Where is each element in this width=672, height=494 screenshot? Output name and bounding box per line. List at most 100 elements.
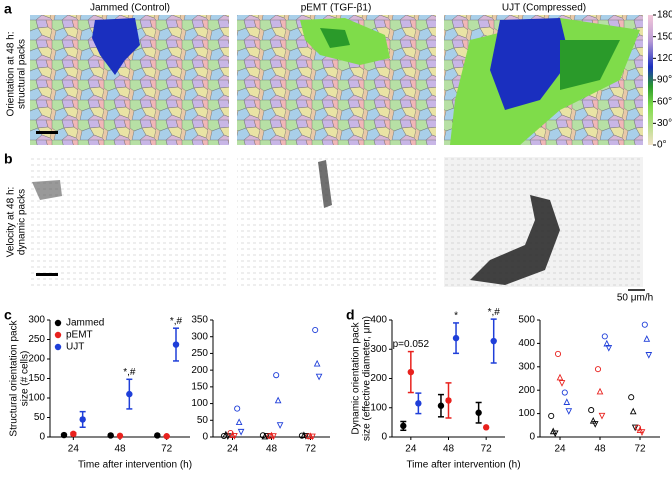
- point: [475, 409, 482, 416]
- point: [631, 424, 639, 432]
- y-tick-label: 300: [191, 331, 208, 342]
- colorbar-tick-label: 90°: [657, 75, 672, 86]
- x-tick-label: 48: [443, 444, 455, 455]
- legend-label: Jammed: [66, 318, 104, 329]
- point: [268, 431, 275, 439]
- colorbar-tick-label: 0°: [657, 140, 667, 151]
- panel-letter: c: [4, 307, 12, 323]
- x-tick-label: 72: [161, 444, 173, 455]
- point: [548, 412, 555, 419]
- image: [237, 15, 436, 145]
- point: [490, 337, 497, 345]
- point: [229, 431, 236, 439]
- panel-letter: a: [4, 1, 12, 17]
- point: [628, 394, 635, 401]
- y-tick-label: 400: [518, 338, 535, 349]
- image: [30, 157, 229, 287]
- point: [558, 380, 566, 387]
- x-tick-label: 48: [114, 444, 126, 455]
- point: [400, 422, 407, 430]
- point: [591, 421, 599, 428]
- point: [70, 430, 77, 438]
- annotation: *,#: [170, 316, 183, 327]
- point: [273, 372, 280, 379]
- x-axis-label: Time after intervention (h): [406, 460, 520, 471]
- y-axis-label: Structural orientation pack: [9, 319, 20, 436]
- legend-marker: [54, 319, 62, 327]
- y-tick-label: 200: [191, 365, 208, 376]
- point: [645, 352, 653, 359]
- point: [237, 428, 245, 436]
- point: [563, 398, 571, 405]
- image-title: pEMT (TGF-β1): [301, 3, 372, 14]
- colorbar: [648, 15, 653, 145]
- scale-label: 50 μm/h: [617, 293, 653, 304]
- point: [565, 408, 573, 415]
- colorbar-tick-label: 30°: [657, 118, 672, 129]
- point: [302, 432, 310, 440]
- point: [79, 416, 86, 423]
- annotation: p=0.052: [393, 339, 430, 350]
- point: [445, 397, 452, 404]
- y-tick-label: 100: [370, 402, 387, 413]
- colorbar-tick-label: 150°: [657, 31, 672, 42]
- point: [415, 400, 422, 407]
- y-tick-label: 300: [370, 344, 387, 355]
- y-tick-label: 200: [518, 385, 535, 396]
- x-tick-label: 48: [594, 444, 606, 455]
- point: [452, 334, 460, 342]
- point: [601, 333, 608, 340]
- colorbar-tick-label: 60°: [657, 96, 672, 107]
- point: [309, 433, 316, 441]
- point: [234, 405, 241, 412]
- point: [638, 429, 646, 436]
- y-tick-label: 0: [39, 432, 45, 443]
- y-tick-label: 100: [28, 393, 45, 404]
- y-tick-label: 250: [191, 348, 208, 359]
- y-axis-label: Dynamic orientation pack: [351, 321, 362, 434]
- point: [561, 389, 568, 396]
- image: [444, 157, 643, 287]
- y-tick-label: 150: [28, 373, 45, 384]
- x-tick-label: 72: [481, 444, 493, 455]
- y-tick-label: 400: [370, 315, 387, 326]
- point: [60, 431, 68, 439]
- point: [313, 359, 321, 367]
- point: [551, 430, 559, 438]
- y-tick-label: 350: [191, 315, 208, 326]
- colorbar-tick-label: 120°: [657, 53, 672, 64]
- x-tick-label: 72: [634, 444, 646, 455]
- panel-letter: d: [346, 307, 355, 323]
- annotation: *,#: [123, 367, 136, 378]
- y-tick-label: 0: [202, 432, 208, 443]
- x-axis-label: Time after intervention (h): [78, 460, 192, 471]
- point: [554, 350, 562, 357]
- point: [482, 424, 490, 431]
- y-tick-label: 50: [197, 415, 209, 426]
- point: [154, 432, 161, 439]
- point: [163, 433, 170, 440]
- point: [643, 335, 651, 342]
- point: [437, 402, 445, 409]
- y-axis-label: size (effective diameter, μm): [362, 316, 373, 441]
- y-tick-label: 200: [370, 373, 387, 384]
- point: [231, 432, 238, 440]
- point: [107, 432, 114, 439]
- x-tick-label: 72: [305, 444, 317, 455]
- image-title: Jammed (Control): [90, 3, 170, 14]
- row-label: Velocity at 48 h:: [6, 187, 17, 258]
- legend-label: pEMT: [66, 330, 93, 341]
- legend-label: UJT: [66, 342, 84, 353]
- x-tick-label: 24: [68, 444, 80, 455]
- y-tick-label: 100: [518, 408, 535, 419]
- image: [444, 15, 643, 145]
- point: [407, 368, 415, 376]
- row-label: Orientation at 48 h:: [6, 31, 17, 116]
- point: [605, 345, 613, 352]
- point: [222, 430, 230, 438]
- panel-letter: b: [4, 151, 13, 167]
- point: [312, 326, 319, 334]
- point: [172, 341, 180, 348]
- y-tick-label: 0: [381, 432, 387, 443]
